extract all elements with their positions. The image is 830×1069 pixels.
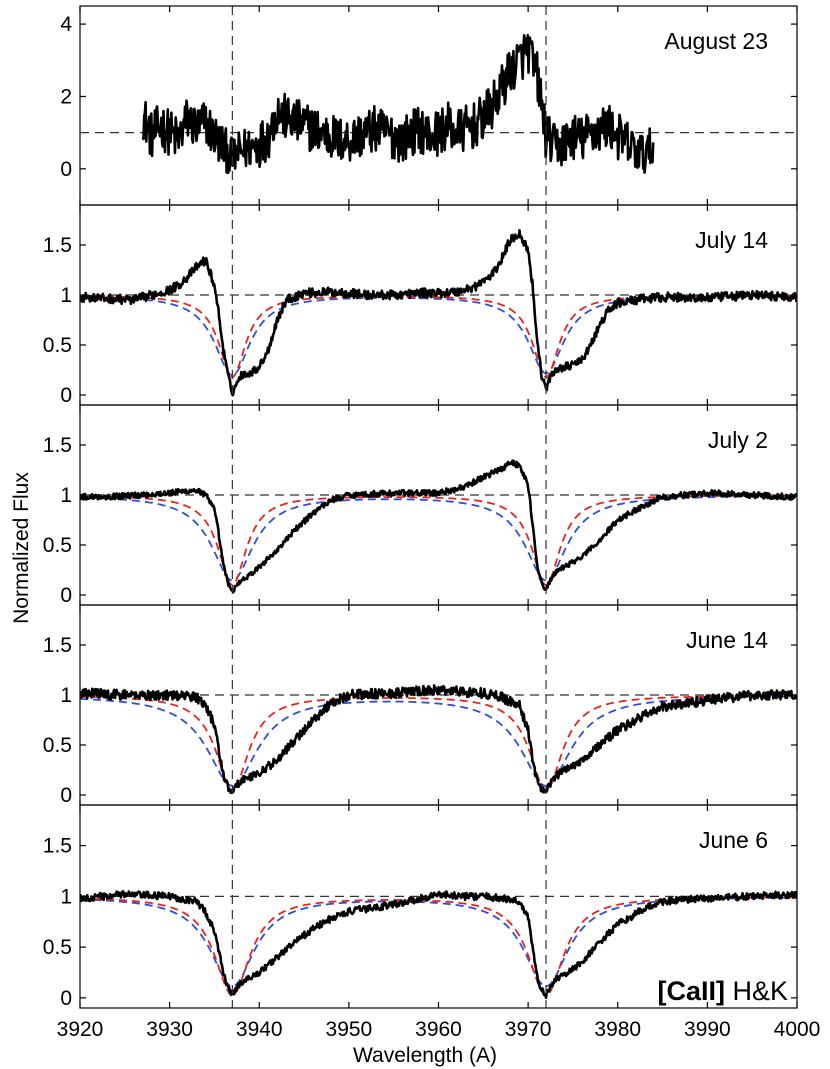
y-tick-label: 0.5 <box>43 734 72 757</box>
y-tick-label: 0.5 <box>43 334 72 357</box>
y-tick-label: 1 <box>60 484 72 507</box>
x-axis-title: Wavelength (A) <box>353 1044 497 1067</box>
x-tick-label: 3950 <box>326 1018 373 1041</box>
x-tick-label: 3920 <box>57 1018 104 1041</box>
y-tick-label: 1.5 <box>43 434 72 457</box>
model-red-curve <box>80 896 797 997</box>
panel-july-14: 0 0.5 1 1.5 July 14 <box>43 204 798 407</box>
model-red-curve <box>80 694 797 792</box>
panel-date-label: July 2 <box>708 427 768 453</box>
panel-frame <box>79 404 798 606</box>
x-tick-label: 3940 <box>236 1018 283 1041</box>
x-tick-label: 4000 <box>774 1018 821 1041</box>
y-tick-label: 0.5 <box>43 936 72 959</box>
y-tick-label: 1.5 <box>43 835 72 858</box>
annotation-normal: H&K <box>725 976 788 1006</box>
panel-august-23: 0 2 4 August 23 <box>60 5 798 206</box>
y-tick-label: 4 <box>60 13 72 36</box>
model-blue-curve <box>80 896 797 988</box>
x-tick-label: 3930 <box>146 1018 193 1041</box>
panel-date-label: June 6 <box>699 827 768 853</box>
panel-date-label: July 14 <box>695 227 768 253</box>
panels-layer: 0 2 4 August 23 0 0.5 1 1.5 July 14 0 0.5 1 1.5 July … <box>43 5 798 1010</box>
model-blue-curve <box>80 495 797 582</box>
y-tick-label: 0 <box>60 384 72 407</box>
plot-area <box>80 605 797 805</box>
panel-june-14: 0 0.5 1 1.5 June 14 <box>43 604 798 807</box>
y-tick-label: 1.5 <box>43 634 72 657</box>
y-tick-label: 1 <box>60 684 72 707</box>
observed-spectrum <box>80 229 797 397</box>
x-tick-label: 3960 <box>415 1018 462 1041</box>
y-tick-label: 0.5 <box>43 534 72 557</box>
x-tick-label: 3990 <box>684 1018 731 1041</box>
y-tick-label: 0 <box>60 987 72 1010</box>
panel-date-label: August 23 <box>664 28 768 54</box>
y-tick-label: 1 <box>60 284 72 307</box>
model-blue-curve <box>80 294 797 377</box>
observed-spectrum <box>80 459 797 594</box>
model-red-curve <box>80 294 797 379</box>
y-axis-title: Normalized Flux <box>10 472 33 624</box>
plot-area <box>80 6 797 205</box>
panel-july-2: 0 0.5 1 1.5 July 2 <box>43 404 798 607</box>
x-axis: 3920 3930 3940 3950 3960 3970 3980 3990 4000 <box>57 1018 821 1041</box>
y-tick-label: 1.5 <box>43 234 72 257</box>
plot-area <box>80 205 797 405</box>
model-red-curve <box>80 494 797 587</box>
observed-spectrum <box>80 889 797 1000</box>
y-tick-label: 2 <box>60 85 72 108</box>
plot-area <box>80 805 797 1008</box>
observed-spectrum <box>141 33 655 175</box>
y-tick-label: 1 <box>60 885 72 908</box>
x-tick-label: 3970 <box>505 1018 552 1041</box>
y-tick-label: 0 <box>60 784 72 807</box>
y-tick-label: 0 <box>60 158 72 181</box>
panel-june-6: 0 0.5 1 1.5 June 6 <box>43 804 798 1010</box>
plot-area <box>80 405 797 605</box>
caii-hk-annotation: [CaII] H&K <box>657 976 788 1006</box>
x-tick-label: 3980 <box>594 1018 641 1041</box>
observed-spectrum <box>80 684 797 795</box>
annotation-bold: [CaII] <box>657 976 725 1006</box>
panel-date-label: June 14 <box>686 627 768 653</box>
y-tick-label: 0 <box>60 584 72 607</box>
